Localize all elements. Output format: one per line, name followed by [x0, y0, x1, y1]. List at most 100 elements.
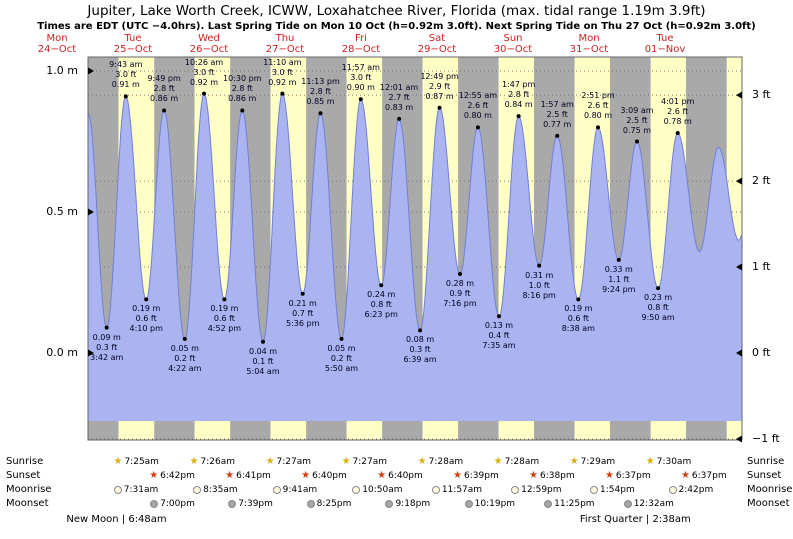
low-tide-annotation: 0.19 m 0.6 ft 8:38 am	[546, 304, 610, 334]
high-tide-annotation: 1:47 pm 2.8 ft 0.84 m	[487, 80, 551, 110]
high-tide-annotation: 11:13 pm 2.8 ft 0.85 m	[289, 77, 353, 107]
y-axis-label-m: 0.0 m	[46, 346, 78, 359]
tide-extreme-dot	[596, 125, 600, 130]
low-tide-annotation: 0.05 m 0.2 ft 5:50 am	[309, 344, 373, 374]
low-tide-annotation: 0.08 m 0.3 ft 6:39 am	[388, 335, 452, 365]
tide-annotation-line: 0.2 ft	[330, 353, 352, 363]
tide-annotation-line: 11:10 am	[263, 57, 302, 67]
tide-extreme-dot	[497, 314, 501, 319]
tide-extreme-dot	[458, 272, 462, 276]
tide-annotation-line: 7:35 am	[482, 341, 516, 351]
day-label: Mon 31−Oct	[559, 33, 619, 55]
moon-phase-label: New Moon | 6:48am	[66, 514, 167, 525]
day-label: Thu 27−Oct	[255, 33, 315, 55]
day-of-week: Tue	[656, 33, 674, 44]
tide-annotation-line: 4:52 pm	[207, 324, 242, 334]
tide-extreme-dot	[555, 133, 560, 138]
sunset-time: 6:42pm	[160, 470, 195, 481]
tide-annotation-line: 0.6 ft	[567, 314, 589, 324]
tide-annotation-line: 0.80 m	[583, 111, 613, 121]
tide-annotation-line: 10:26 am	[184, 57, 224, 67]
day-label: Mon 24−Oct	[27, 33, 87, 55]
sunset-star-icon: ★	[604, 470, 614, 481]
moonrise-event: 9:41am	[272, 484, 318, 495]
left-axis-tick	[88, 208, 94, 216]
astro-row-label-left: Moonrise	[6, 484, 52, 495]
tide-annotation-line: 0.31 m	[525, 270, 554, 280]
astro-row-label-right: Sunset	[747, 470, 782, 481]
moonset-circle-icon	[228, 499, 237, 508]
tide-annotation-line: 0.83 m	[384, 102, 414, 112]
y-axis-label-ft: −1 ft	[752, 431, 780, 445]
moonset-event: 7:39pm	[228, 498, 273, 509]
moonset-event: 12:32am	[623, 498, 674, 509]
tide-annotation-line: 5:36 pm	[286, 318, 320, 328]
moonrise-time: 11:57am	[441, 484, 483, 495]
low-tide-annotation: 0.13 m 0.4 ft 7:35 am	[467, 321, 531, 351]
right-axis-tick	[736, 349, 742, 357]
tide-extreme-dot	[635, 139, 639, 144]
tide-extreme-dot	[516, 114, 521, 119]
moonrise-time: 8:35am	[203, 484, 238, 495]
tide-annotation-line: 0.4 ft	[488, 331, 510, 341]
y-axis-label-ft: 0 ft	[752, 346, 771, 359]
tide-annotation-line: 0.87 m	[425, 91, 454, 101]
tide-extreme-dot	[318, 111, 323, 116]
page-subtitle: Times are EDT (UTC −4.0hrs). Last Spring…	[37, 21, 756, 32]
tide-annotation-line: 0.84 m	[504, 100, 533, 110]
astro-row-label-right: Moonset	[747, 498, 790, 509]
moonrise-time: 12:59pm	[521, 484, 562, 495]
tide-annotation-line: 0.19 m	[132, 304, 161, 314]
tide-annotation-line: 0.9 ft	[449, 289, 471, 299]
tide-annotation-line: 2.8 ft	[309, 87, 332, 97]
tide-extreme-dot	[144, 297, 149, 302]
astro-row-label-right: Sunrise	[747, 456, 785, 467]
high-tide-annotation: 12:01 am 2.7 ft 0.83 m	[367, 83, 431, 113]
tide-annotation-line: 6:39 am	[403, 355, 437, 365]
moonset-time: 12:32am	[633, 498, 674, 509]
moonset-time: 9:18pm	[395, 498, 431, 509]
high-tide-annotation: 9:43 am 3.0 ft 0.91 m	[94, 60, 158, 90]
moonrise-time: 1:54pm	[600, 484, 635, 495]
tide-annotation-line: 0.6 ft	[213, 314, 235, 324]
day-label: Fri 28−Oct	[331, 33, 391, 55]
tide-annotation-line: 0.92 m	[189, 77, 219, 87]
tide-annotation-line: 2.6 ft	[467, 101, 489, 111]
tide-extreme-dot	[280, 91, 285, 96]
day-of-week: Tue	[124, 33, 142, 44]
astro-row-label-left: Moonset	[6, 498, 49, 509]
tide-annotation-line: 9:50 am	[641, 313, 675, 323]
low-tide-annotation: 0.31 m 1.0 ft 8:16 pm	[507, 271, 571, 301]
moonrise-time: 2:42pm	[678, 484, 714, 495]
tide-annotation-line: 2:51 pm	[581, 91, 615, 101]
tide-annotation-line: 0.13 m	[484, 321, 514, 331]
tide-annotation-line: 7:16 pm	[443, 299, 477, 309]
high-tide-annotation: 12:49 pm 2.9 ft 0.87 m	[408, 72, 472, 102]
sunset-event: ★ 6:37pm	[605, 470, 651, 481]
sunset-time: 6:37pm	[691, 470, 727, 481]
tide-extreme-dot	[675, 131, 680, 135]
sunrise-star-icon: ★	[265, 456, 275, 467]
high-tide-annotation: 12:55 am 2.6 ft 0.80 m	[446, 91, 510, 121]
moonrise-circle-icon	[193, 485, 202, 494]
sunrise-star-icon: ★	[417, 456, 427, 467]
sunrise-time: 7:28am	[428, 456, 464, 467]
day-date: 31−Oct	[569, 44, 609, 55]
moonrise-time: 7:31am	[123, 484, 159, 495]
day-of-week: Mon	[46, 33, 68, 44]
moonrise-time: 9:41am	[282, 484, 318, 495]
moonset-time: 11:25pm	[554, 498, 595, 509]
sunset-time: 6:40pm	[388, 470, 423, 481]
sunrise-star-icon: ★	[645, 456, 655, 467]
tide-annotation-line: 9:43 am	[109, 60, 143, 70]
day-date: 26−Oct	[189, 44, 229, 55]
day-date: 24−Oct	[37, 44, 77, 55]
high-tide-annotation: 2:51 pm 2.6 ft 0.80 m	[566, 91, 630, 121]
sunrise-time: 7:28am	[504, 456, 540, 467]
tide-annotation-line: 11:13 pm	[301, 77, 340, 87]
tide-extreme-dot	[358, 97, 363, 102]
tide-extreme-dot	[576, 297, 581, 302]
tide-extreme-dot	[104, 325, 109, 330]
day-date: 29−Oct	[417, 44, 457, 55]
